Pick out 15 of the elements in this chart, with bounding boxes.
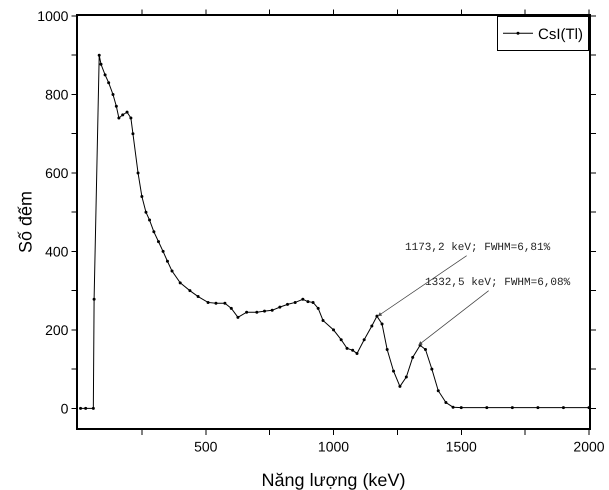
y-tick-label: 600 (45, 164, 69, 181)
y-tick-label: 200 (45, 322, 69, 338)
x-axis-title: Năng lượng (keV) (262, 470, 406, 490)
y-tick-label: 400 (45, 243, 69, 260)
x-tick-label: 500 (194, 438, 218, 455)
x-tick-label: 1000 (318, 438, 350, 455)
y-axis-title: Số đếm (16, 190, 36, 254)
annotation: 1173,2 keV; FWHM=6,81% (405, 242, 551, 254)
annotation: 1332,5 keV; FWHM=6,08% (425, 277, 571, 289)
y-tick-label: 0 (60, 400, 69, 416)
x-tick-label: 1500 (446, 438, 478, 455)
y-tick-label: 1000 (37, 8, 69, 24)
legend-label: CsI(Tl) (538, 26, 583, 44)
y-tick-label: 800 (45, 86, 69, 102)
x-tick-label: 2000 (573, 438, 605, 455)
